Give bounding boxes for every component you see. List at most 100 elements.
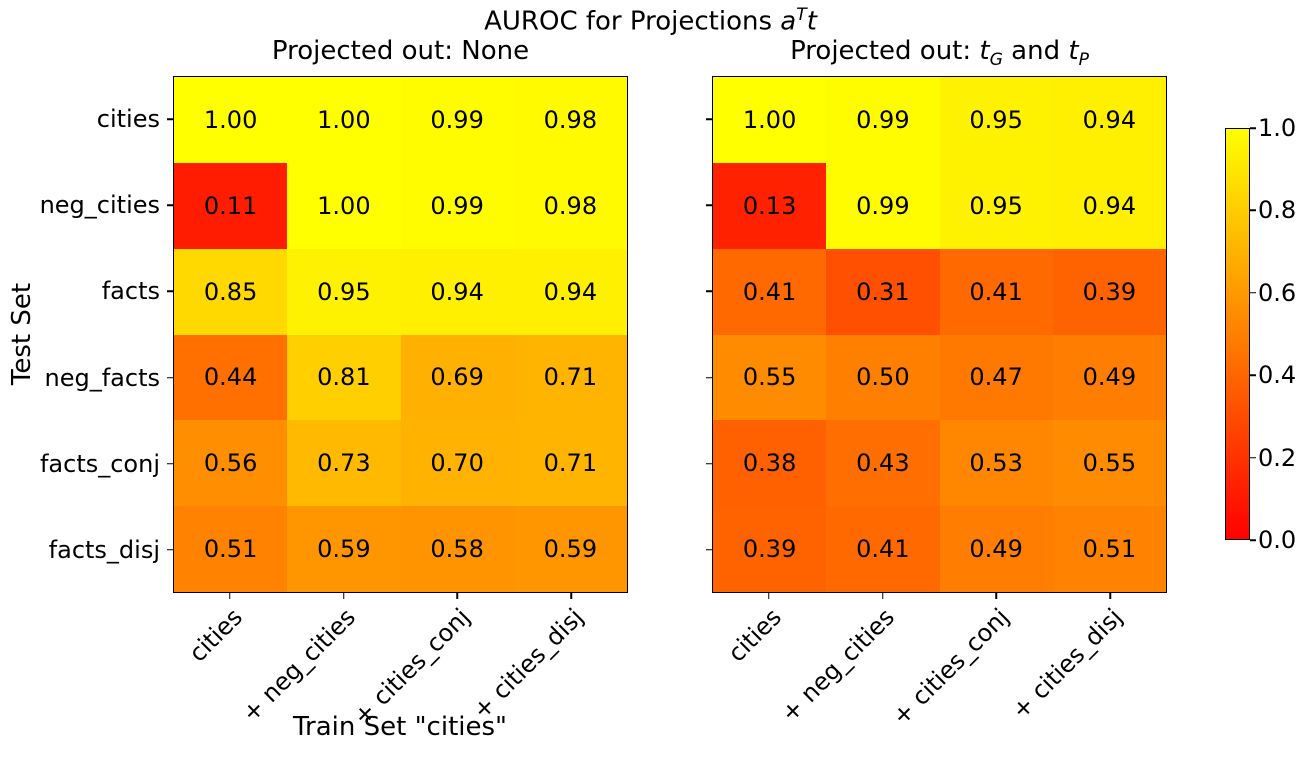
cell-value: 0.51 xyxy=(203,535,258,564)
colorbar-tick-label: 0.8 xyxy=(1258,196,1297,225)
y-tick-label: neg_facts xyxy=(44,363,160,392)
heatmap-cell: 0.85 xyxy=(174,248,288,335)
colorbar-tick-label: 0.0 xyxy=(1258,526,1297,554)
x-axis-label: Train Set "cities" xyxy=(292,712,508,742)
cell-value: 1.00 xyxy=(203,105,258,134)
cell-value: 0.51 xyxy=(1082,535,1137,564)
y-tick xyxy=(706,376,712,379)
colorbar-tick-label: 0.2 xyxy=(1258,443,1297,472)
cell-value: 0.38 xyxy=(742,449,797,478)
heatmap-cell: 0.47 xyxy=(939,334,1053,421)
subplot-title-right: Projected out: tG and tP xyxy=(790,37,1089,70)
colorbar-tick-label: 1.0 xyxy=(1258,114,1297,142)
y-tick xyxy=(706,463,712,465)
heatmap-cell: 0.41 xyxy=(826,506,940,592)
heatmap-cell: 0.44 xyxy=(174,334,288,421)
heatmap-cell: 0.49 xyxy=(939,506,1053,592)
heatmap-cell: 0.39 xyxy=(713,506,827,592)
x-tick xyxy=(1109,593,1111,599)
heatmap-cell: 0.99 xyxy=(826,77,940,163)
heatmap-cell: 1.00 xyxy=(174,77,288,163)
heatmap-cell: 0.98 xyxy=(513,162,627,249)
heatmap-cell: 0.71 xyxy=(513,420,627,507)
cell-value: 0.98 xyxy=(543,191,598,220)
x-tick-label: cities xyxy=(183,603,248,668)
cell-value: 0.94 xyxy=(1082,191,1137,220)
cell-value: 0.99 xyxy=(856,105,910,134)
colorbar-tick-label: 0.6 xyxy=(1258,278,1297,307)
heatmap-cell: 0.55 xyxy=(1052,420,1166,507)
colorbar-tick xyxy=(1250,374,1256,376)
heatmap-cell: 0.59 xyxy=(513,506,627,592)
cell-value: 0.85 xyxy=(203,277,258,306)
heatmap-cell: 0.99 xyxy=(400,77,514,163)
cell-value: 0.70 xyxy=(430,449,484,478)
colorbar-tick xyxy=(1250,539,1256,541)
cell-value: 0.55 xyxy=(742,363,797,392)
y-tick xyxy=(167,463,173,465)
x-tick xyxy=(881,593,884,599)
cell-value: 0.69 xyxy=(430,363,484,392)
heatmap-cell: 0.95 xyxy=(287,248,401,335)
subplot-title-text: Projected out: xyxy=(790,35,980,66)
cell-value: 0.73 xyxy=(317,449,371,478)
y-tick xyxy=(167,376,173,379)
heatmap-grid-right: 1.00 0.99 0.95 0.94 0.13 0.99 0.95 0.94 0.41 0.31… xyxy=(712,76,1167,593)
cell-value: 0.94 xyxy=(430,277,484,306)
cell-value: 0.98 xyxy=(543,105,598,134)
x-tick xyxy=(229,593,231,599)
cell-value: 0.53 xyxy=(969,449,1023,478)
x-tick xyxy=(570,593,572,599)
heatmap-cell: 0.41 xyxy=(939,248,1053,335)
heatmap-cell: 0.70 xyxy=(400,420,514,507)
cell-value: 0.41 xyxy=(969,277,1023,306)
x-tick-label: + neg_cities xyxy=(236,603,362,728)
math-var-t: t xyxy=(806,6,817,37)
y-tick xyxy=(706,118,712,120)
math-var-a: a xyxy=(780,6,797,37)
heatmap-cell: 0.58 xyxy=(400,506,514,592)
cell-value: 0.39 xyxy=(1082,277,1137,306)
cell-value: 0.13 xyxy=(742,191,797,220)
heatmap-cell: 0.13 xyxy=(713,162,827,249)
heatmap-cell: 0.98 xyxy=(513,77,627,163)
colorbar-tick xyxy=(1250,209,1256,212)
x-tick-label: + cities_disj xyxy=(467,603,589,725)
subplot-title-text: Projected out: None xyxy=(271,35,530,66)
heatmap-cell: 0.81 xyxy=(287,334,401,421)
colorbar-gradient xyxy=(1225,128,1250,540)
heatmap-cell: 0.50 xyxy=(826,334,940,421)
y-tick-label: neg_cities xyxy=(39,191,160,220)
cell-value: 0.58 xyxy=(430,535,484,564)
cell-value: 1.00 xyxy=(317,105,371,134)
figure-title-text: AUROC for Projections xyxy=(484,6,781,37)
y-tick-label: cities xyxy=(96,105,160,134)
cell-value: 0.95 xyxy=(969,191,1023,220)
y-tick xyxy=(167,549,173,551)
cell-value: 0.41 xyxy=(856,535,910,564)
heatmap-cell: 0.41 xyxy=(713,248,827,335)
heatmap-cell: 0.94 xyxy=(400,248,514,335)
heatmap-cell: 1.00 xyxy=(287,162,401,249)
heatmap-cell: 0.94 xyxy=(1052,77,1166,163)
colorbar-tick-label: 0.4 xyxy=(1258,361,1297,390)
cell-value: 0.44 xyxy=(203,363,258,392)
math-sub: G xyxy=(989,50,1003,71)
heatmap-cell: 0.31 xyxy=(826,248,940,335)
heatmap-cell: 0.71 xyxy=(513,334,627,421)
cell-value: 0.95 xyxy=(969,105,1023,134)
colorbar-tick xyxy=(1250,292,1256,294)
heatmap-cell: 0.11 xyxy=(174,162,288,249)
heatmap-cell: 1.00 xyxy=(713,77,827,163)
heatmap-panel-right: Projected out: tG and tP 1.00 0.99 0.95 0.9… xyxy=(706,37,1167,731)
colorbar-tick xyxy=(1250,127,1256,129)
y-tick-label: facts xyxy=(101,277,160,306)
heatmap-cell: 0.38 xyxy=(713,420,827,507)
cell-value: 0.39 xyxy=(742,535,797,564)
y-tick-label: facts_disj xyxy=(48,535,160,564)
y-tick xyxy=(706,549,712,551)
x-tick-label: cities xyxy=(722,603,787,668)
cell-value: 0.94 xyxy=(1082,105,1137,134)
cell-value: 0.81 xyxy=(317,363,371,392)
math-sub: P xyxy=(1078,50,1089,71)
